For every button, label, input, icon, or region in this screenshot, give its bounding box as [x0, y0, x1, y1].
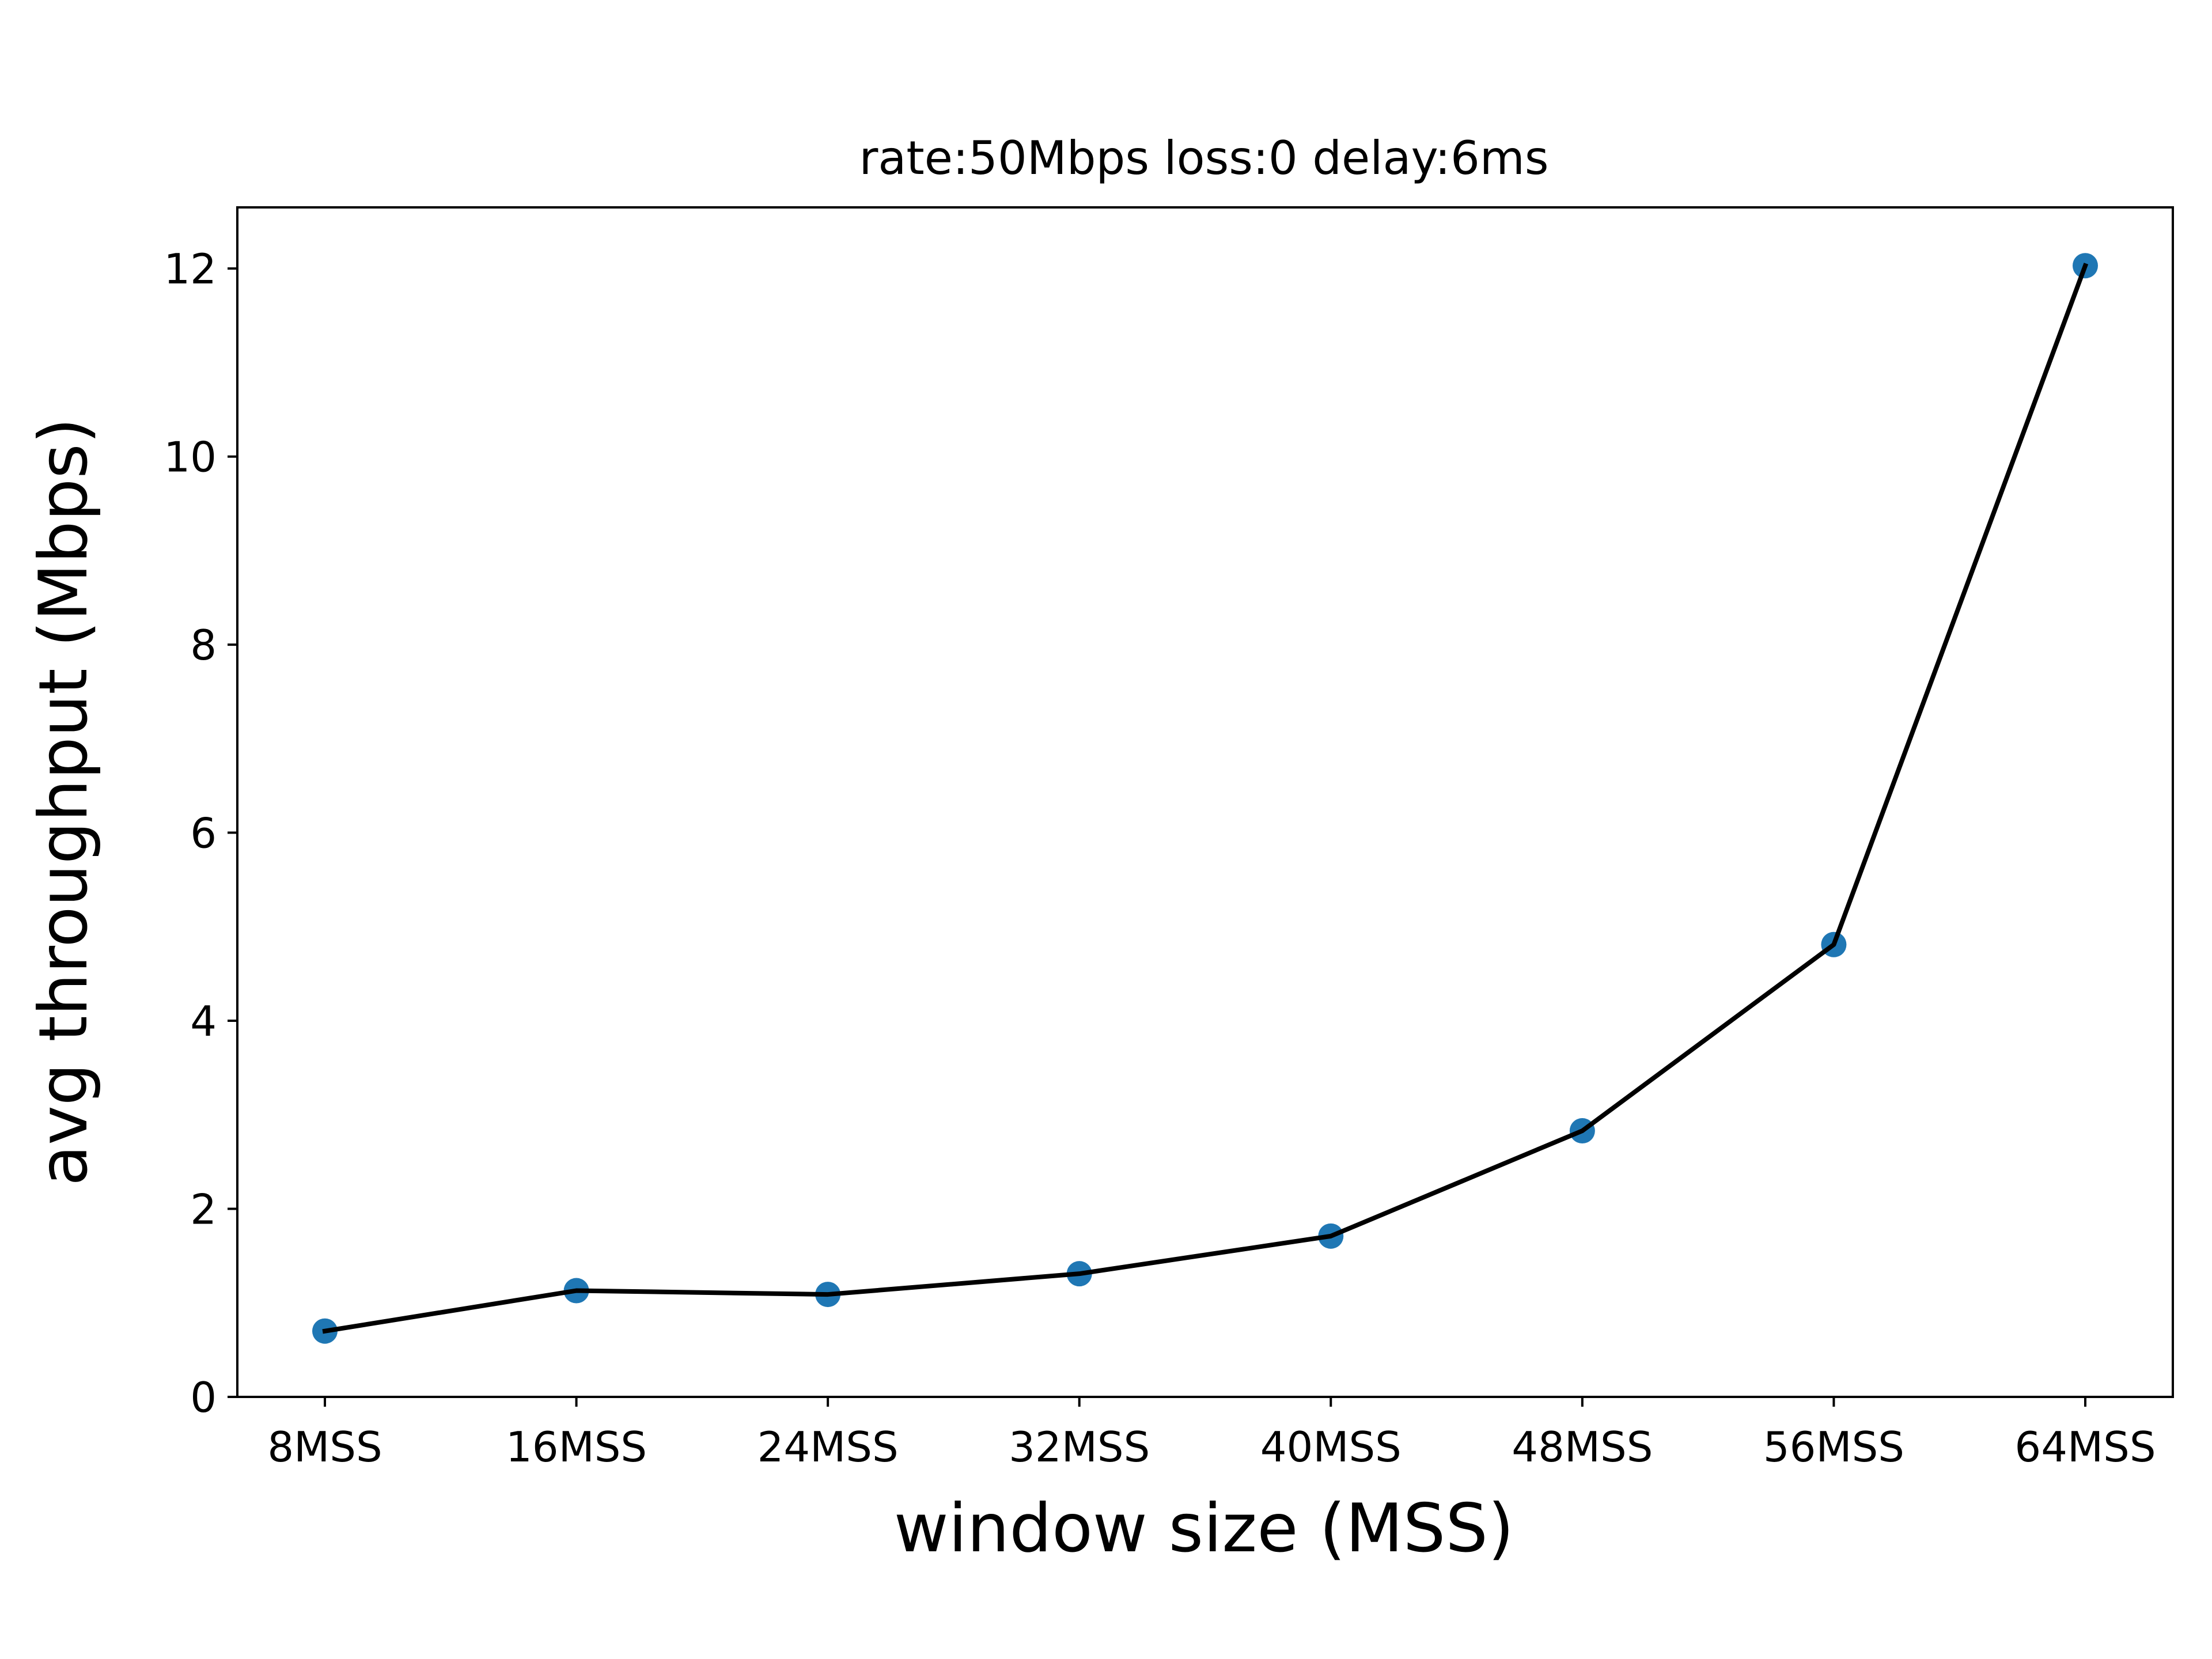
x-tick-label: 64MSS [2014, 1423, 2156, 1471]
x-tick-label: 48MSS [1512, 1423, 1653, 1471]
chart-title: rate:50Mbps loss:0 delay:6ms [859, 131, 1549, 185]
y-tick-label: 4 [190, 997, 217, 1046]
x-tick-label: 40MSS [1260, 1423, 1402, 1471]
plot-area: 0 2 4 6 8 10 12 8MSS 16MSS 24MSS 32MSS 40MSS 48MSS 5… [164, 206, 2174, 1471]
x-axis-label: window size (MSS) [894, 1490, 1514, 1567]
x-tick-label: 56MSS [1763, 1423, 1904, 1471]
y-tick-label: 10 [164, 433, 217, 482]
x-tick-label: 24MSS [757, 1423, 899, 1471]
y-axis: 0 2 4 6 8 10 12 [164, 245, 237, 1422]
x-tick-label: 32MSS [1009, 1423, 1150, 1471]
y-tick-label: 12 [164, 245, 217, 293]
x-tick-label: 8MSS [267, 1423, 382, 1471]
series-line [322, 263, 2089, 1334]
plot-frame [236, 206, 2174, 1398]
y-axis-label: avg throughput (Mbps) [25, 418, 103, 1186]
y-tick-label: 8 [190, 621, 217, 669]
y-tick-label: 2 [190, 1185, 217, 1234]
y-tick-label: 0 [190, 1373, 217, 1422]
series [312, 253, 2098, 1344]
y-tick-label: 6 [190, 809, 217, 858]
x-tick-label: 16MSS [506, 1423, 647, 1471]
x-axis: 8MSS 16MSS 24MSS 32MSS 40MSS 48MSS 56MSS 64MSS [267, 1397, 2156, 1471]
